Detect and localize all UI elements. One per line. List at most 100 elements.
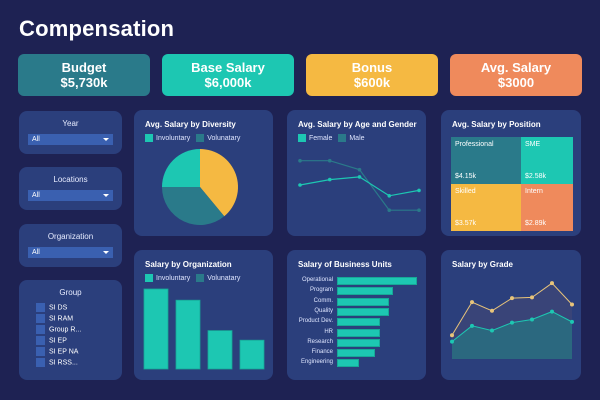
bar-label: Product Dev.	[298, 318, 333, 325]
group-checkbox[interactable]: SI EP NA	[36, 347, 78, 357]
panel-age-gender: Avg. Salary by Age and Gender Female Mal…	[287, 110, 426, 236]
legend: Involuntary Volunatary	[145, 274, 240, 282]
legend: Female Male	[298, 134, 365, 142]
bar-label: Program	[309, 287, 333, 294]
line-chart	[298, 158, 421, 212]
filter-label: Group	[59, 288, 82, 297]
legend-swatch	[298, 134, 306, 142]
page-title: Compensation	[19, 16, 175, 41]
kpi-label: Base Salary	[191, 60, 265, 75]
data-point	[550, 281, 554, 286]
kpi-avg-salary: Avg. Salary $3000	[450, 54, 582, 96]
data-point	[530, 317, 534, 322]
legend-label: Involuntary	[156, 274, 191, 282]
data-point	[550, 309, 554, 314]
data-point	[387, 194, 392, 198]
bar	[239, 339, 265, 370]
data-point	[470, 300, 474, 305]
kpi-base-salary: Base Salary $6,000k	[162, 54, 294, 96]
data-point	[510, 320, 514, 325]
year-select[interactable]: All	[28, 134, 113, 145]
pie-slice	[162, 187, 225, 225]
select-value: All	[32, 136, 40, 143]
treemap-cell-skilled[interactable]: Skilled $3.57k	[451, 184, 521, 231]
treemap-cell-intern[interactable]: Intern $2.89k	[521, 184, 573, 231]
locations-select[interactable]: All	[28, 190, 113, 201]
checkbox-label: Group R...	[49, 326, 82, 334]
group-checkbox[interactable]: SI EP	[36, 336, 67, 346]
organization-select[interactable]: All	[28, 247, 113, 258]
chart-title: Avg. Salary by Position	[452, 120, 541, 129]
data-point	[298, 183, 302, 187]
pie-slice	[200, 149, 238, 217]
bar	[337, 359, 360, 368]
bar-chart	[143, 288, 265, 370]
cell-value: $3.57k	[455, 220, 477, 227]
group-checkbox[interactable]: SI DS	[36, 303, 67, 313]
bar	[337, 338, 381, 347]
bar	[337, 287, 393, 296]
chart-title: Salary of Business Units	[298, 260, 392, 269]
treemap-cell-professional[interactable]: Professional $4.15k	[451, 137, 521, 184]
filter-label: Organization	[47, 232, 94, 241]
select-value: All	[32, 249, 40, 256]
kpi-label: Budget	[61, 60, 107, 75]
checkbox-icon	[36, 358, 45, 367]
bar	[337, 349, 376, 358]
checkbox-label: SI EP NA	[49, 348, 79, 356]
legend-swatch	[145, 134, 153, 142]
legend-label: Volunatary	[207, 134, 241, 142]
group-checkbox[interactable]: SI RAM	[36, 314, 73, 324]
checkbox-icon	[36, 325, 45, 334]
kpi-value: $3000	[497, 75, 535, 90]
legend-swatch	[196, 274, 205, 282]
panel-business-units: Salary of Business Units Operational Prog…	[287, 250, 426, 380]
filter-label: Locations	[53, 175, 88, 184]
checkbox-icon	[36, 303, 45, 312]
cell-value: $2.58k	[525, 173, 547, 180]
filter-group: Group SI DS SI RAM Group R... SI EP SI E…	[19, 280, 122, 380]
treemap-cell-sme[interactable]: SME $2.58k	[521, 137, 573, 184]
kpi-value: $6,000k	[204, 75, 252, 90]
data-point	[530, 295, 534, 300]
filter-label: Year	[62, 119, 79, 128]
bar-label: Engineering	[300, 359, 333, 366]
kpi-value: $600k	[353, 75, 391, 90]
panel-position: Avg. Salary by Position Professional $4.…	[441, 110, 581, 236]
data-point	[490, 328, 494, 333]
bar	[337, 328, 381, 337]
bar	[337, 318, 381, 327]
cell-label: Professional	[455, 141, 494, 148]
data-point	[510, 296, 514, 301]
data-point	[570, 302, 574, 307]
group-checkbox[interactable]: SI RSS...	[36, 358, 78, 368]
data-point	[490, 308, 494, 313]
kpi-label: Avg. Salary	[480, 60, 552, 75]
chart-title: Salary by Grade	[452, 260, 513, 269]
bar-label: Research	[307, 338, 333, 345]
checkbox-icon	[36, 336, 45, 345]
filter-year: Year All	[19, 111, 122, 154]
group-checkbox[interactable]: Group R...	[36, 325, 81, 335]
bar-label: Finance	[311, 349, 333, 356]
series-line-female	[299, 176, 420, 197]
bar	[143, 288, 169, 370]
data-point	[357, 175, 362, 179]
bar-label: Quality	[314, 307, 333, 314]
legend: Involuntary Volunatary	[145, 134, 240, 142]
legend-label: Male	[349, 134, 365, 142]
kpi-label: Bonus	[351, 60, 393, 75]
pie-slice	[162, 149, 200, 187]
bar	[337, 307, 389, 316]
bar-label: HR	[324, 328, 333, 335]
kpi-value: $5,730k	[60, 75, 108, 90]
panel-diversity: Avg. Salary by Diversity Involuntary Vol…	[134, 110, 273, 236]
legend-swatch	[145, 274, 153, 282]
legend-swatch	[196, 134, 205, 142]
pie-chart	[162, 149, 238, 225]
data-point	[417, 208, 421, 212]
checkbox-label: SI DS	[49, 304, 68, 312]
filter-organization: Organization All	[19, 224, 122, 267]
cell-label: Intern	[525, 188, 543, 195]
panel-organization: Salary by Organization Involuntary Volun…	[134, 250, 273, 380]
